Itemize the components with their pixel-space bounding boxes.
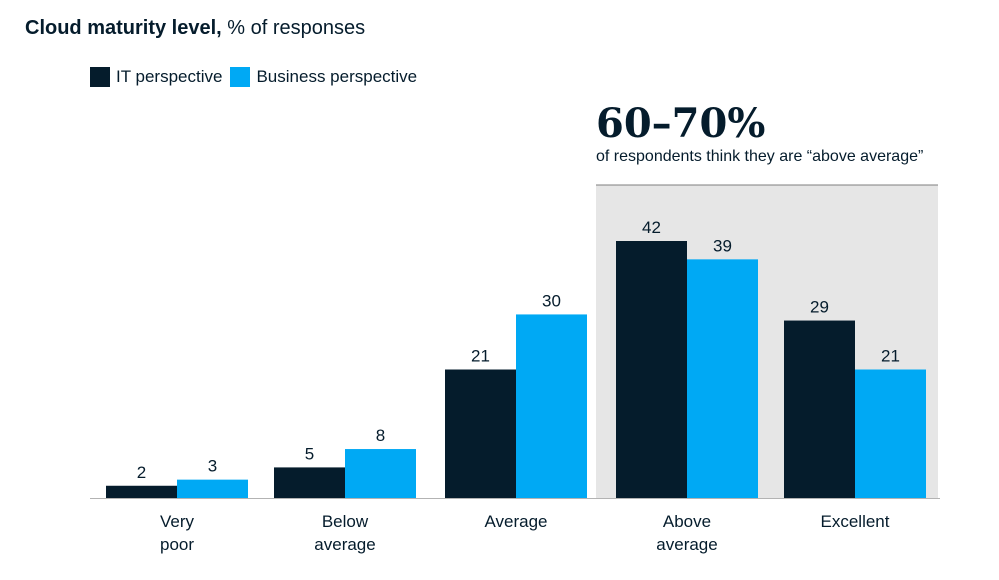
bar-it-0 [106, 485, 177, 498]
category-label-0: Very poor [160, 512, 195, 554]
bar-it-2 [445, 369, 516, 498]
legend-label-business: Business perspective [256, 67, 418, 86]
chart-title: Cloud maturity level, % of responses [25, 17, 365, 40]
legend-label-it: IT perspective [116, 67, 223, 86]
data-label-business-1: 8 [376, 426, 385, 445]
data-label-it-3: 42 [642, 218, 661, 237]
bar-business-3 [687, 259, 758, 498]
bar-business-1 [345, 449, 416, 498]
callout-headline: 60–70% [596, 100, 766, 147]
bar-business-2 [516, 314, 587, 498]
category-label-2: Average [484, 512, 547, 531]
chart-title-bold: Cloud maturity level, [25, 17, 222, 39]
legend-item-business: Business perspective [230, 67, 417, 87]
callout-text: of respondents think they are “above ave… [596, 148, 924, 165]
bar-it-4 [784, 320, 855, 498]
data-label-it-4: 29 [810, 298, 829, 317]
data-label-it-1: 5 [305, 444, 314, 463]
category-label-1: Below average [314, 512, 375, 554]
chart-title-units: % of responses [227, 17, 366, 39]
legend-item-it: IT perspective [90, 67, 222, 87]
legend-swatch-it [90, 67, 110, 87]
data-label-business-2: 30 [542, 291, 561, 310]
category-label-3: Above average [656, 512, 717, 554]
data-label-business-4: 21 [881, 347, 900, 366]
legend: IT perspective Business perspective [90, 67, 425, 87]
bar-it-1 [274, 467, 345, 498]
bar-it-3 [616, 241, 687, 498]
data-label-it-2: 21 [471, 347, 490, 366]
bar-business-4 [855, 369, 926, 498]
legend-swatch-business [230, 67, 251, 87]
bar-business-0 [177, 479, 248, 498]
data-label-business-0: 3 [208, 457, 217, 476]
data-label-business-3: 39 [713, 236, 732, 255]
data-label-it-0: 2 [137, 463, 146, 482]
category-label-4: Excellent [821, 512, 890, 531]
